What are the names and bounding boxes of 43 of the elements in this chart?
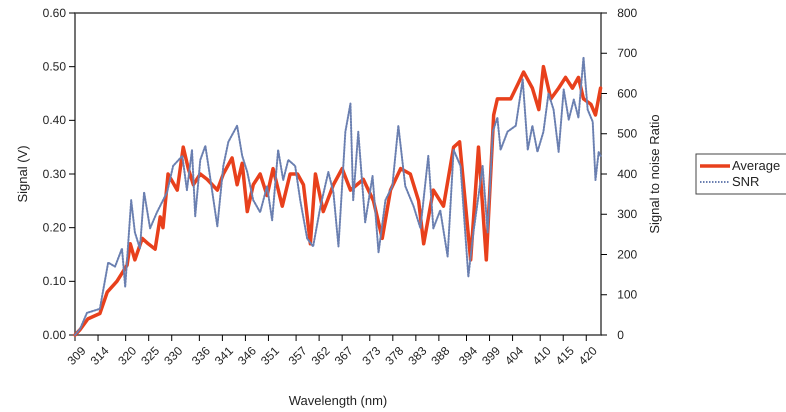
x-tick-label: 373 bbox=[359, 344, 384, 368]
x-tick-label: 383 bbox=[405, 344, 430, 368]
y-tick-label: 0.60 bbox=[42, 6, 66, 20]
x-tick-label: 325 bbox=[138, 344, 162, 368]
x-tick-label: 399 bbox=[479, 344, 504, 368]
x-tick-label: 367 bbox=[332, 344, 356, 368]
x-tick-label: 330 bbox=[161, 344, 186, 368]
y-axis-title: Signal (V) bbox=[15, 145, 30, 203]
x-tick-label: 410 bbox=[530, 344, 554, 368]
x-tick-label: 341 bbox=[212, 344, 236, 368]
x-tick-label: 320 bbox=[115, 344, 140, 368]
y-tick-label: 0.30 bbox=[42, 166, 66, 181]
legend-label: Average bbox=[732, 158, 780, 173]
x-tick-label: 420 bbox=[576, 344, 600, 368]
x-tick-label: 362 bbox=[308, 344, 333, 368]
x-tick-label: 378 bbox=[382, 344, 407, 368]
x-tick-label: 314 bbox=[88, 344, 112, 368]
y2-tick-label: 500 bbox=[617, 126, 638, 141]
y2-tick-label: 200 bbox=[617, 247, 638, 262]
y-tick-label: 0.00 bbox=[42, 328, 66, 342]
y-tick-label: 0.50 bbox=[42, 60, 66, 74]
legend-label: SNR bbox=[732, 174, 760, 189]
x-tick-label: 351 bbox=[258, 344, 282, 368]
x-tick-label: 415 bbox=[552, 344, 578, 368]
y2-tick-label: 400 bbox=[617, 166, 638, 181]
y2-tick-label: 100 bbox=[617, 288, 638, 302]
y-tick-label: 0.40 bbox=[42, 113, 66, 128]
x-tick-label: 388 bbox=[428, 344, 453, 368]
x-tick-label: 394 bbox=[456, 344, 480, 368]
y2-tick-label: 800 bbox=[617, 6, 638, 20]
x-tick-label: 336 bbox=[188, 344, 214, 368]
x-tick-label: 309 bbox=[64, 344, 89, 368]
x-tick-label: 357 bbox=[286, 344, 310, 368]
y-tick-label: 0.10 bbox=[42, 274, 66, 288]
y-tick-label: 0.20 bbox=[42, 220, 66, 235]
x-tick-label: 404 bbox=[502, 344, 526, 368]
y2-tick-label: 700 bbox=[617, 46, 638, 60]
x-axis-title: Wavelength (nm) bbox=[288, 393, 388, 408]
y2-tick-label: 600 bbox=[617, 86, 638, 100]
y2-tick-label: 0 bbox=[617, 328, 624, 342]
x-tick-label: 346 bbox=[234, 344, 260, 368]
y2-axis-title: Signal to noise Ratio bbox=[647, 114, 662, 234]
y2-tick-label: 300 bbox=[617, 207, 638, 222]
